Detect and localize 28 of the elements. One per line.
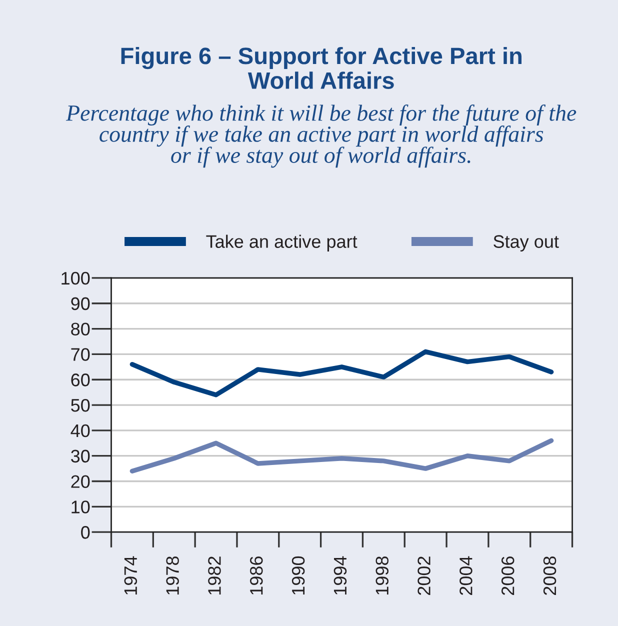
x-tick-label: 2002 — [418, 556, 430, 595]
chart-title: Figure 6 – Support for Active Part in World Affairs — [121, 46, 522, 89]
legend-label: Stay out — [494, 235, 559, 252]
chart-subtitle: Percentage who think it will be best for the future of the country if we take an active part in world affairs or if we stay out of world affairs. — [66, 104, 576, 168]
y-tick-label: 10 — [72, 500, 90, 514]
legend-label: Take an active part — [206, 234, 358, 252]
x-tick-label: 2004 — [460, 556, 472, 595]
x-tick-label: 1998 — [376, 556, 389, 594]
x-tick-label: 2006 — [501, 556, 514, 595]
y-tick-label: 60 — [71, 374, 90, 386]
x-tick-label: 1974 — [124, 556, 138, 594]
y-tick-label: 20 — [71, 475, 90, 488]
x-tick-label: 1978 — [166, 556, 179, 594]
line-series — [130, 349, 554, 398]
y-tick-label: 100 — [62, 272, 90, 285]
y-tick-label: 0 — [81, 526, 90, 539]
y-tick-label: 70 — [71, 348, 90, 361]
x-tick-label: 1990 — [292, 556, 305, 594]
x-tick-label: 1982 — [208, 556, 221, 594]
y-tick-label: 90 — [71, 297, 90, 310]
line-series — [130, 438, 554, 474]
x-tick-label: 2008 — [543, 556, 556, 595]
x-tick-label: 1986 — [250, 556, 263, 594]
y-tick-label: 80 — [71, 322, 90, 336]
y-tick-label: 50 — [71, 398, 90, 412]
y-tick-label: 40 — [70, 424, 90, 438]
x-tick-label: 1994 — [334, 556, 347, 594]
y-tick-label: 30 — [71, 450, 90, 463]
